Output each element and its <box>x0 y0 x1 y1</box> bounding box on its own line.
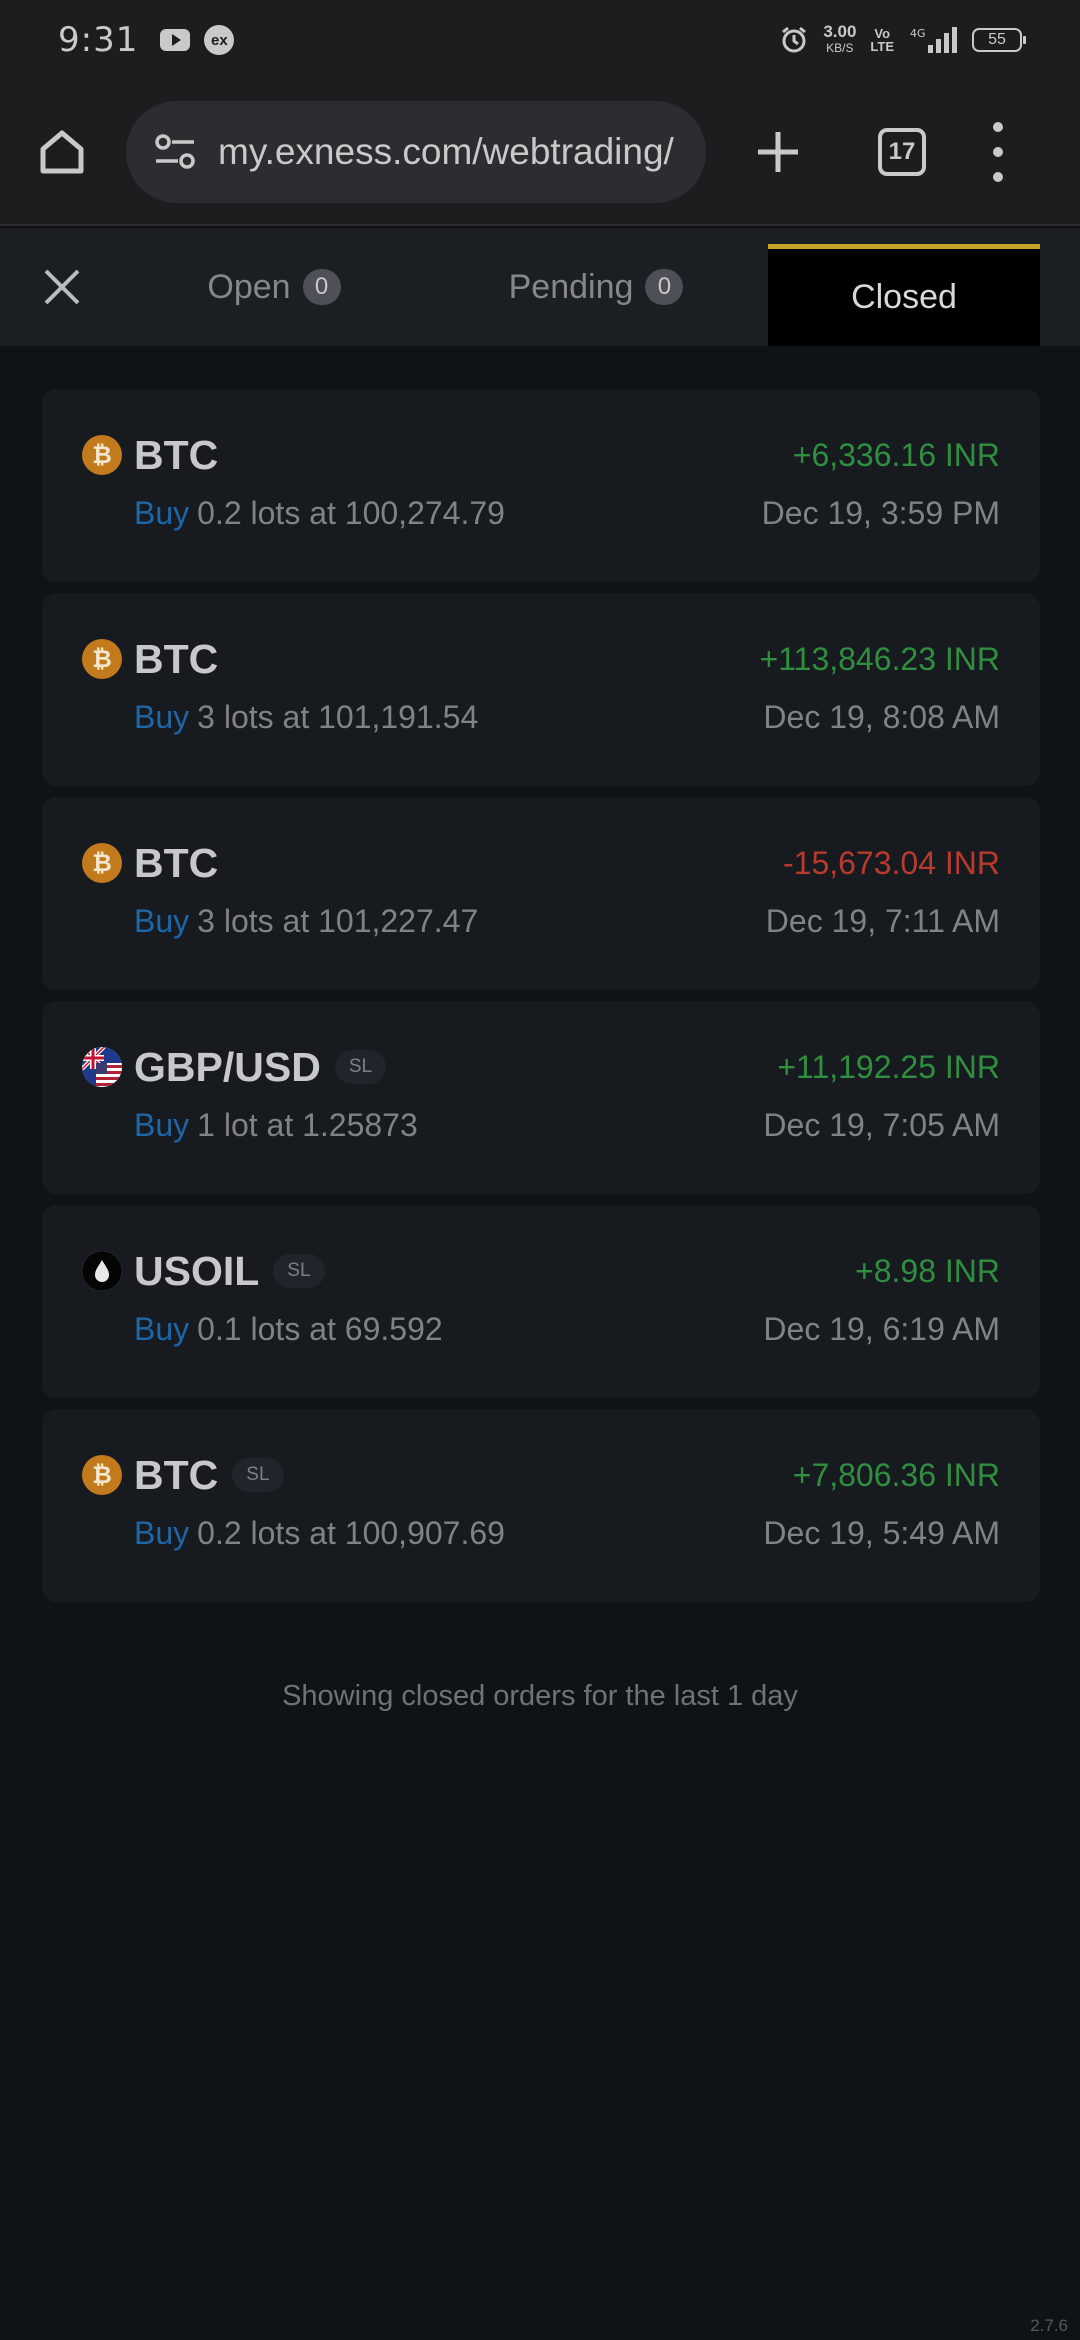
home-button[interactable] <box>30 120 94 184</box>
order-pnl: +11,192.25 INR <box>777 1048 1000 1085</box>
svg-text:4G: 4G <box>910 27 926 40</box>
site-settings-icon[interactable] <box>154 134 196 170</box>
new-tab-button[interactable] <box>746 120 810 184</box>
plus-icon <box>758 132 798 172</box>
order-detail: 3 lots at 101,227.47 <box>197 902 479 939</box>
order-symbol: BTC <box>134 635 219 682</box>
tab-switcher-button[interactable]: 17 <box>878 128 926 176</box>
order-symbol: BTC <box>134 431 219 478</box>
order-card[interactable]: ₿ BTC -15,673.04 INR Buy 3 lots at 101,2… <box>42 797 1040 990</box>
order-time: Dec 19, 3:59 PM <box>761 494 1000 531</box>
order-time: Dec 19, 7:05 AM <box>763 1106 1000 1143</box>
tab-open-label: Open <box>207 267 291 306</box>
order-time: Dec 19, 5:49 AM <box>763 1514 1000 1551</box>
oil-drop-icon <box>82 1251 122 1291</box>
volte-indicator: Vo LTE <box>870 26 894 54</box>
alarm-icon <box>782 26 807 53</box>
order-pnl: +113,846.23 INR <box>759 640 1000 677</box>
menu-dot-icon <box>993 147 1003 157</box>
bitcoin-icon: ₿ <box>82 1455 122 1495</box>
order-pnl: +6,336.16 INR <box>792 436 1000 473</box>
menu-dot-icon <box>993 122 1003 132</box>
system-icons: 3.00 KB/S Vo LTE 4G 55 <box>779 22 1026 56</box>
order-detail: 1 lot at 1.25873 <box>197 1106 418 1143</box>
order-detail: 0.1 lots at 69.592 <box>197 1310 443 1347</box>
status-bar: 9:31 ex 3.00 KB/S Vo LTE 4G 55 <box>0 0 1080 80</box>
order-detail: 0.2 lots at 100,907.69 <box>197 1514 505 1551</box>
open-count-badge: 0 <box>302 269 341 305</box>
battery-icon: 55 <box>972 28 1026 52</box>
network-speed: 3.00 KB/S <box>823 22 857 55</box>
order-side: Buy <box>134 1514 190 1551</box>
status-time: 9:31 <box>58 20 139 60</box>
order-side: Buy <box>134 1310 190 1347</box>
order-pnl: +7,806.36 INR <box>792 1456 1000 1493</box>
bitcoin-icon: ₿ <box>82 639 122 679</box>
order-pnl: -15,673.04 INR <box>782 844 1000 881</box>
home-icon <box>40 130 84 174</box>
order-side: Buy <box>134 902 190 939</box>
tab-closed[interactable]: Closed <box>768 244 1040 346</box>
orders-tab-bar: Open 0 Pending 0 Closed <box>0 228 1080 346</box>
order-detail: 3 lots at 101,191.54 <box>197 698 479 735</box>
close-icon <box>44 269 80 305</box>
bitcoin-icon: ₿ <box>82 843 122 883</box>
pending-count-badge: 0 <box>645 269 684 305</box>
order-symbol: BTC <box>134 839 219 886</box>
order-time: Dec 19, 7:11 AM <box>765 902 1000 939</box>
order-pnl: +8.98 INR <box>855 1252 1000 1289</box>
exness-app-icon: ex <box>204 25 235 55</box>
browser-menu-button[interactable] <box>988 122 1008 182</box>
order-card[interactable]: ₿ BTC SL +7,806.36 INR Buy 0.2 lots at 1… <box>42 1409 1040 1602</box>
order-symbol: GBP/USD <box>134 1043 321 1090</box>
stop-loss-badge: SL <box>273 1254 325 1288</box>
flag-gb-us-icon <box>82 1047 122 1087</box>
order-side: Buy <box>134 494 190 531</box>
order-side: Buy <box>134 698 190 735</box>
tab-pending-label: Pending <box>508 267 634 306</box>
closed-orders-note: Showing closed orders for the last 1 day <box>282 1680 798 1712</box>
stop-loss-badge: SL <box>334 1050 387 1084</box>
tab-open[interactable]: Open 0 <box>124 228 424 346</box>
closed-orders-list: ₿ BTC +6,336.16 INR Buy 0.2 lots at 100,… <box>42 389 1040 1613</box>
bitcoin-icon: ₿ <box>82 435 122 475</box>
order-side: Buy <box>134 1106 190 1143</box>
menu-dot-icon <box>993 172 1003 182</box>
order-card[interactable]: GBP/USD SL +11,192.25 INR Buy 1 lot at 1… <box>42 1001 1040 1194</box>
tab-closed-label: Closed <box>851 278 957 316</box>
close-button[interactable] <box>0 228 124 346</box>
order-card[interactable]: ₿ BTC +6,336.16 INR Buy 0.2 lots at 100,… <box>42 389 1040 582</box>
order-time: Dec 19, 6:19 AM <box>763 1310 1000 1347</box>
order-time: Dec 19, 8:08 AM <box>763 698 1000 735</box>
url-text[interactable]: my.exness.com/webtrading/ <box>218 131 674 172</box>
notification-icons: ex <box>160 25 235 55</box>
order-symbol: USOIL <box>134 1247 260 1294</box>
order-card[interactable]: USOIL SL +8.98 INR Buy 0.1 lots at 69.59… <box>42 1205 1040 1398</box>
order-detail: 0.2 lots at 100,274.79 <box>197 494 505 531</box>
order-card[interactable]: ₿ BTC +113,846.23 INR Buy 3 lots at 101,… <box>42 593 1040 786</box>
app-version: 2.7.6 <box>1030 2316 1068 2335</box>
address-bar[interactable]: my.exness.com/webtrading/ <box>126 101 706 203</box>
youtube-icon <box>160 29 191 51</box>
browser-toolbar: my.exness.com/webtrading/ 17 <box>0 80 1080 226</box>
tab-pending[interactable]: Pending 0 <box>424 228 768 346</box>
order-symbol: BTC <box>134 1451 219 1498</box>
signal-icon: 4G <box>910 27 957 53</box>
stop-loss-badge: SL <box>232 1458 284 1492</box>
